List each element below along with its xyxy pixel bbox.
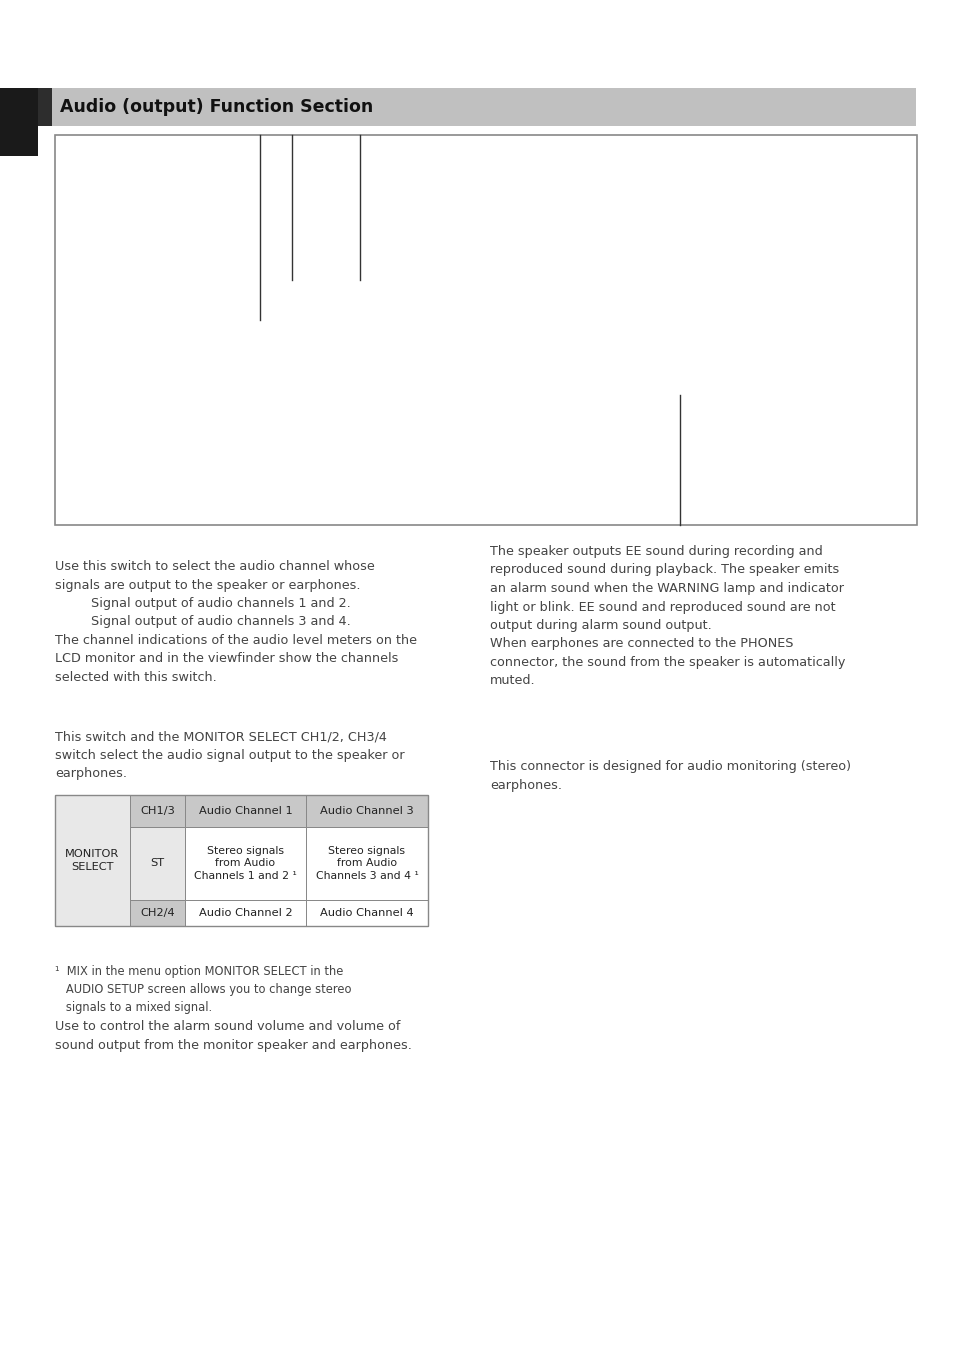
Bar <box>130 828 185 900</box>
Text: MONITOR
SELECT: MONITOR SELECT <box>66 849 119 872</box>
Text: The speaker outputs EE sound during recording and
reproduced sound during playba: The speaker outputs EE sound during reco… <box>490 545 844 687</box>
Bar <box>55 795 130 926</box>
Text: Audio Channel 4: Audio Channel 4 <box>320 909 414 918</box>
Text: Audio Channel 3: Audio Channel 3 <box>320 806 414 815</box>
Text: Stereo signals
from Audio
Channels 3 and 4 ¹: Stereo signals from Audio Channels 3 and… <box>315 846 418 882</box>
Bar <box>130 795 185 828</box>
Bar <box>306 900 428 926</box>
Bar <box>185 828 306 900</box>
Text: CH1/3: CH1/3 <box>140 806 174 815</box>
Bar <box>185 795 306 828</box>
Bar <box>130 900 185 926</box>
Bar <box>306 795 428 828</box>
Text: This connector is designed for audio monitoring (stereo)
earphones.: This connector is designed for audio mon… <box>490 760 850 791</box>
Text: Audio Channel 2: Audio Channel 2 <box>198 909 292 918</box>
Text: ¹  MIX in the menu option MONITOR SELECT in the
   AUDIO SETUP screen allows you: ¹ MIX in the menu option MONITOR SELECT … <box>55 965 351 1014</box>
Bar <box>306 828 428 900</box>
Bar <box>38 88 52 126</box>
Text: Audio (output) Function Section: Audio (output) Function Section <box>60 99 373 116</box>
Bar <box>55 135 916 525</box>
Bar <box>185 900 306 926</box>
Bar <box>38 88 915 126</box>
Text: Audio Channel 1: Audio Channel 1 <box>198 806 292 815</box>
Text: CH2/4: CH2/4 <box>140 909 174 918</box>
Text: This switch and the MONITOR SELECT CH1/2, CH3/4
switch select the audio signal o: This switch and the MONITOR SELECT CH1/2… <box>55 730 404 780</box>
Bar <box>55 795 428 926</box>
Text: ST: ST <box>151 859 164 868</box>
Text: Use this switch to select the audio channel whose
signals are output to the spea: Use this switch to select the audio chan… <box>55 560 416 684</box>
Text: Use to control the alarm sound volume and volume of
sound output from the monito: Use to control the alarm sound volume an… <box>55 1021 412 1052</box>
Text: Stereo signals
from Audio
Channels 1 and 2 ¹: Stereo signals from Audio Channels 1 and… <box>193 846 296 882</box>
Bar <box>0 88 38 157</box>
